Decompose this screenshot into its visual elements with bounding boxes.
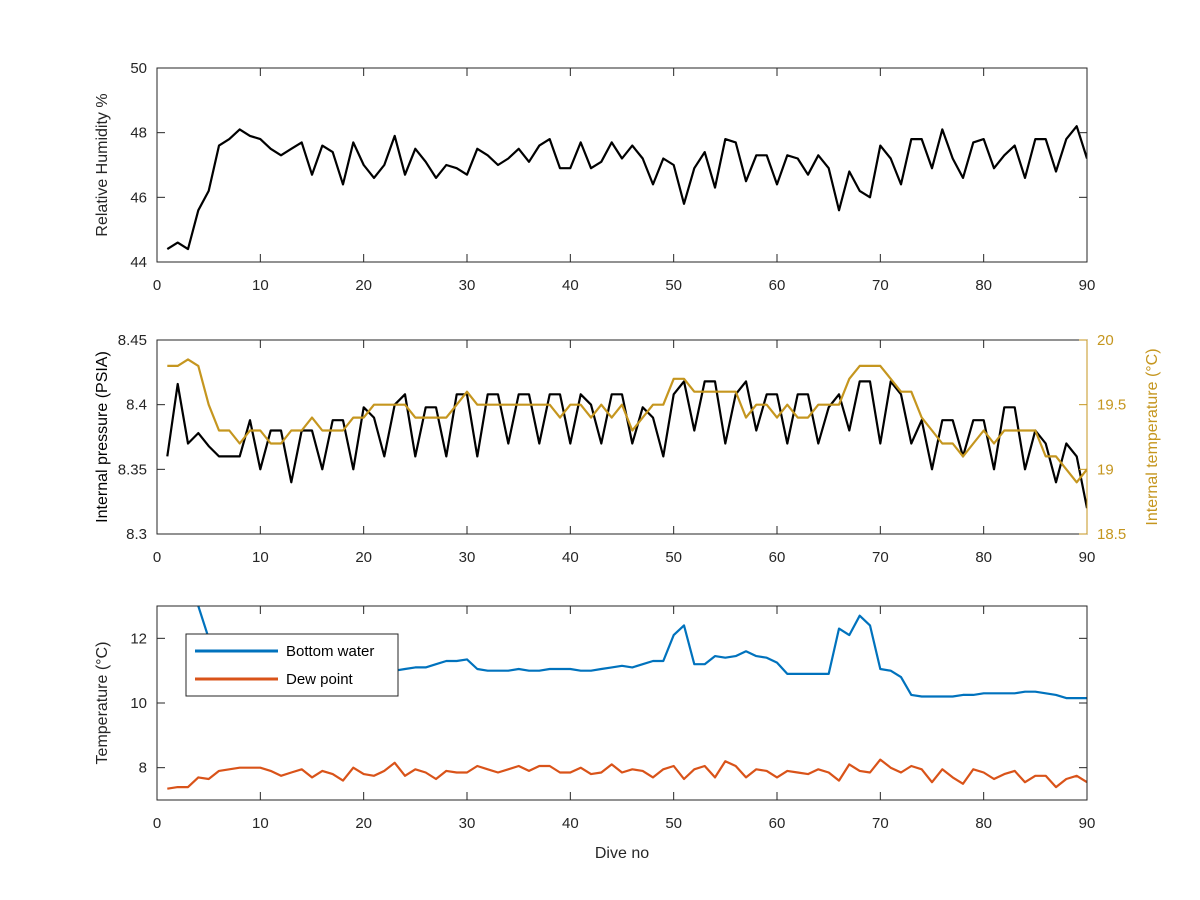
legend: Bottom water Dew point: [185, 633, 399, 697]
pressure-xtick-label: 50: [665, 549, 682, 566]
temperature-xtick-label: 0: [153, 815, 161, 832]
humidity-xtick-label: 40: [562, 277, 579, 294]
humidity-xtick-label: 70: [872, 277, 889, 294]
humidity-xtick-label: 30: [459, 277, 476, 294]
pressure-y2tick-label: 19: [1097, 461, 1114, 478]
temperature-ytick-label: 12: [130, 630, 147, 647]
pressure-series-1-line: [167, 358, 1087, 484]
temperature-xtick-label: 40: [562, 815, 579, 832]
temperature-ytick-label: 10: [130, 695, 147, 712]
temperature-xtick-label: 50: [665, 815, 682, 832]
humidity-xtick-label: 90: [1079, 277, 1096, 294]
dew-point-line: [167, 758, 1087, 790]
temperature-xtick-label: 30: [459, 815, 476, 832]
humidity-xtick-label: 50: [665, 277, 682, 294]
pressure-xtick-label: 0: [153, 549, 161, 566]
pressure-xtick-label: 90: [1079, 549, 1096, 566]
pressure-ytick-label: 8.4: [126, 397, 147, 414]
humidity-ytick-label: 50: [130, 60, 147, 77]
temperature-ylabel: Temperature (°C): [94, 642, 111, 765]
pressure-xtick-label: 60: [769, 549, 786, 566]
humidity-xtick-label: 10: [252, 277, 269, 294]
legend-box: [185, 633, 399, 697]
humidity-xtick-label: 0: [153, 277, 161, 294]
humidity-xtick-label: 80: [975, 277, 992, 294]
humidity-ylabel: Relative Humidity %: [94, 93, 111, 236]
pressure-xtick-label: 80: [975, 549, 992, 566]
humidity-series-0-line: [166, 125, 1087, 251]
pressure-xtick-label: 10: [252, 549, 269, 566]
temperature-xtick-label: 70: [872, 815, 889, 832]
temperature-xlabel: Dive no: [595, 845, 649, 862]
humidity-panel: 0 10 20 30 40 50 60 70 80 90 44 46 48 50 Relative Humi…: [94, 60, 1095, 294]
temperature-xtick-label: 80: [975, 815, 992, 832]
pressure-ylabel: Internal pressure (PSIA): [94, 351, 111, 523]
humidity-ytick-label: 48: [130, 125, 147, 142]
pressure-y2tick-label: 18.5: [1097, 526, 1126, 543]
pressure-xtick-label: 70: [872, 549, 889, 566]
temperature-panel: 0 10 20 30 40 50 60 70 80 90 8 10 12 Temperature (°C)…: [94, 605, 1096, 862]
pressure-y2label: Internal temperature (°C): [1144, 348, 1161, 525]
pressure-y2tick-label: 19.5: [1097, 397, 1126, 414]
temperature-xtick-label: 60: [769, 815, 786, 832]
temperature-xtick-label: 10: [252, 815, 269, 832]
temperature-xtick-label: 90: [1079, 815, 1096, 832]
pressure-xtick-label: 30: [459, 549, 476, 566]
legend-label-bottom-water: Bottom water: [286, 643, 374, 660]
humidity-xtick-label: 60: [769, 277, 786, 294]
temperature-xtick-label: 20: [355, 815, 372, 832]
pressure-xtick-label: 20: [355, 549, 372, 566]
temperature-ytick-label: 8: [139, 760, 147, 777]
humidity-ytick-label: 46: [130, 189, 147, 206]
pressure-y2tick-label: 20: [1097, 332, 1114, 349]
pressure-ytick-label: 8.45: [118, 332, 147, 349]
pressure-temperature-panel: 0 10 20 30 40 50 60 70 80 90 8.3 8.35 8.4 8.45 18.5 19 1…: [94, 332, 1161, 566]
pressure-ytick-label: 8.3: [126, 526, 147, 543]
humidity-axes-box: [156, 67, 1088, 263]
legend-label-dew-point: Dew point: [286, 671, 354, 688]
humidity-ytick-label: 44: [130, 254, 147, 271]
pressure-ytick-label: 8.35: [118, 461, 147, 478]
pressure-xtick-label: 40: [562, 549, 579, 566]
humidity-xtick-label: 20: [355, 277, 372, 294]
